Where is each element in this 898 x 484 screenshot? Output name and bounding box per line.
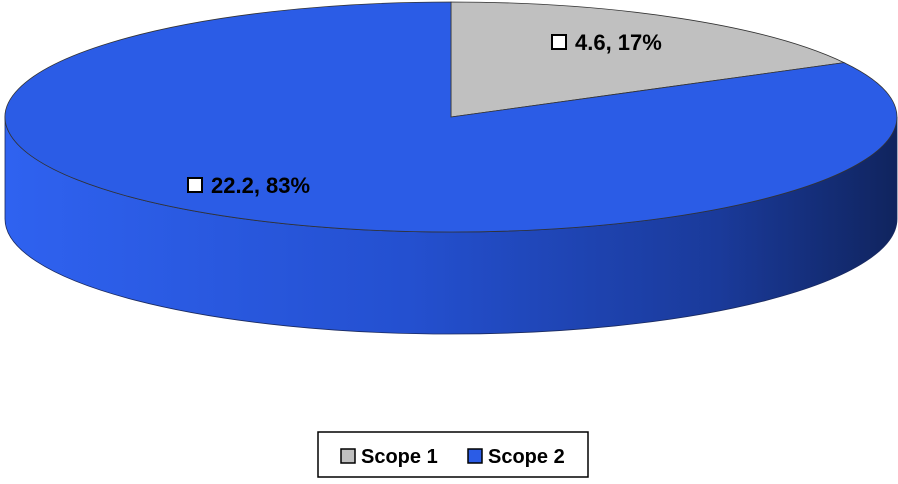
legend-box — [317, 431, 589, 478]
pie-slice-scope-1 — [450, 1, 846, 118]
data-label-scope-1: 4.6, 17% — [551, 30, 662, 55]
data-label-marker-scope-1 — [551, 34, 567, 50]
legend-swatch-scope-1 — [340, 448, 356, 464]
legend-item-scope-2: Scope 2 — [467, 446, 565, 468]
legend-item-scope-1: Scope 1 — [340, 446, 438, 468]
legend-swatch-scope-2 — [467, 448, 483, 464]
legend: Scope 1 Scope 2 — [317, 431, 589, 478]
data-label-scope-2: 22.2, 83% — [187, 173, 310, 198]
data-label-text-scope-1: 4.6, 17% — [575, 30, 662, 55]
data-label-marker-scope-2 — [187, 177, 203, 193]
pie-slice-scope-2 — [4, 1, 898, 233]
legend-label-scope-1: Scope 1 — [361, 446, 438, 468]
pie-top-group — [4, 1, 898, 233]
legend-label-scope-2: Scope 2 — [488, 446, 565, 468]
data-label-text-scope-2: 22.2, 83% — [211, 173, 310, 198]
